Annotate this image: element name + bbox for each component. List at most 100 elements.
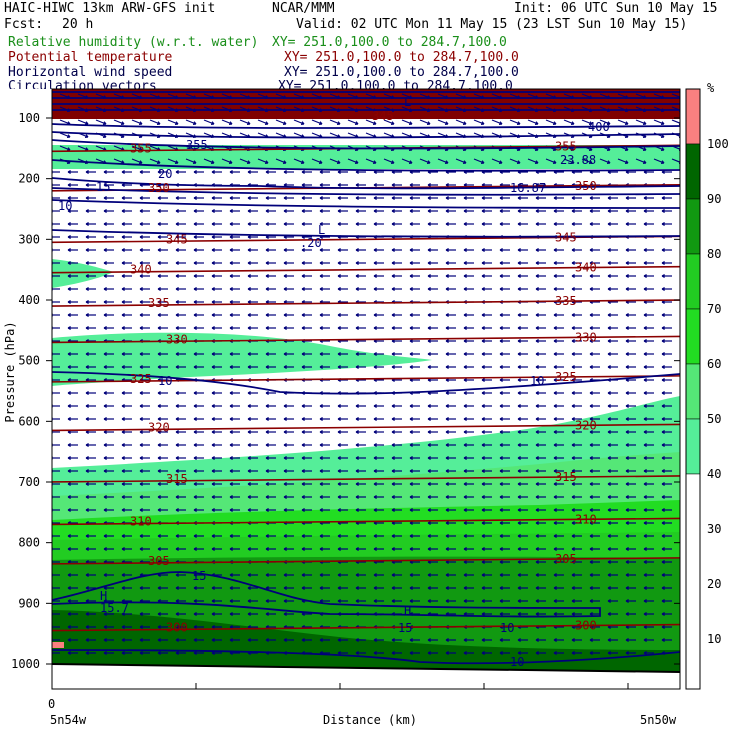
- circulation-vector-head: [570, 160, 575, 164]
- circulation-vector-head: [193, 599, 197, 603]
- circulation-vector-head: [553, 417, 557, 421]
- circulation-vector-head: [265, 547, 269, 551]
- circulation-vector-head: [409, 313, 413, 317]
- circulation-vector-head: [499, 521, 503, 525]
- circulation-vector-head: [139, 326, 143, 330]
- circulation-vector-head: [265, 248, 269, 252]
- circulation-vector-head: [661, 326, 665, 330]
- circulation-vector-head: [625, 521, 629, 525]
- wind-label: 15: [96, 180, 110, 194]
- wind-label: 10: [530, 374, 544, 388]
- circulation-vector-head: [463, 599, 467, 603]
- colorbar-swatch: [685, 143, 701, 200]
- circulation-vector-head: [553, 586, 557, 590]
- circulation-vector: [473, 158, 485, 164]
- circulation-vector: [203, 119, 215, 125]
- circulation-vector-head: [553, 430, 557, 434]
- circulation-vector-head: [427, 417, 431, 421]
- theta-label-right-325: 325: [555, 370, 577, 384]
- circulation-vector-head: [175, 365, 179, 369]
- circulation-vector-head: [355, 404, 359, 408]
- circulation-vector-head: [85, 209, 89, 213]
- circulation-vector-head: [589, 430, 593, 434]
- circulation-vector-head: [481, 326, 485, 330]
- colorbar-swatch: [685, 88, 701, 145]
- circulation-vector-head: [265, 287, 269, 291]
- circulation-vector-head: [175, 443, 179, 447]
- circulation-vector-head: [517, 612, 521, 616]
- wind-contour: [52, 177, 680, 190]
- circulation-vector-head: [588, 121, 593, 125]
- axes: 100 200 300 400 500 600 700 800 900 1000 0 5n54w 5n5…: [3, 111, 680, 727]
- circulation-vector-head: [103, 196, 107, 200]
- circulation-vector-head: [607, 313, 611, 317]
- circulation-vector-head: [193, 300, 197, 304]
- circulation-vector-head: [175, 352, 179, 356]
- circulation-vector-head: [229, 612, 233, 616]
- theta-label-345: 345: [166, 232, 188, 246]
- circulation-vector-head: [247, 469, 251, 473]
- circulation-vector-head: [571, 339, 575, 343]
- circulation-vector-head: [85, 287, 89, 291]
- circulation-vector-head: [517, 508, 521, 512]
- circulation-vector-head: [373, 599, 377, 603]
- circulation-vector-head: [481, 404, 485, 408]
- circulation-vector: [131, 119, 143, 125]
- circulation-vector-head: [391, 248, 395, 252]
- circulation-vector-head: [535, 586, 539, 590]
- circulation-vector-head: [499, 508, 503, 512]
- circulation-vector-head: [535, 417, 539, 421]
- circulation-vector-head: [175, 625, 179, 629]
- circulation-vector-head: [103, 651, 107, 655]
- circulation-vector-head: [67, 573, 71, 577]
- circulation-vector-head: [427, 352, 431, 356]
- header-fcst-label: Fcst:: [4, 17, 44, 32]
- circulation-vector-head: [391, 469, 395, 473]
- circulation-vector-head: [625, 313, 629, 317]
- circulation-vector-head: [571, 378, 575, 382]
- circulation-vector-head: [355, 365, 359, 369]
- circulation-vector-head: [175, 196, 179, 200]
- circulation-vector-head: [535, 274, 539, 278]
- circulation-vector-head: [67, 222, 71, 226]
- circulation-vector-head: [589, 365, 593, 369]
- circulation-vector-head: [517, 547, 521, 551]
- circulation-vector-head: [481, 196, 485, 200]
- circulation-vector-head: [390, 160, 395, 164]
- theta-label-right-350: 350: [575, 179, 597, 193]
- circulation-vector-head: [535, 378, 539, 382]
- circulation-vector-head: [85, 313, 89, 317]
- circulation-vector: [635, 158, 647, 164]
- circulation-vector-head: [391, 183, 395, 187]
- circulation-vector-head: [643, 612, 647, 616]
- circulation-vector-head: [481, 508, 485, 512]
- circulation-vector-head: [121, 352, 125, 356]
- circulation-vector-head: [103, 469, 107, 473]
- circulation-vector-head: [157, 456, 161, 460]
- circulation-vector-head: [283, 430, 287, 434]
- circulation-vector-head: [211, 599, 215, 603]
- circulation-vector-head: [265, 352, 269, 356]
- circulation-vector-head: [211, 352, 215, 356]
- circulation-vector-head: [247, 196, 251, 200]
- circulation-vector-head: [67, 209, 71, 213]
- wind-label: 10: [158, 374, 172, 388]
- circulation-vector-head: [157, 274, 161, 278]
- circulation-vector-head: [517, 495, 521, 499]
- field-theta-xy: XY= 251.0,100.0 to 284.7,100.0: [284, 50, 519, 65]
- circulation-vector-head: [85, 170, 89, 174]
- colorbar-label-80: 80: [707, 247, 721, 261]
- circulation-vector-head: [499, 612, 503, 616]
- circulation-vector-head: [409, 196, 413, 200]
- circulation-vector-head: [175, 287, 179, 291]
- circulation-vector-head: [337, 573, 341, 577]
- circulation-vector: [599, 119, 611, 125]
- circulation-vector-head: [535, 482, 539, 486]
- circulation-vector-head: [193, 482, 197, 486]
- circulation-vector-head: [643, 391, 647, 395]
- circulation-vector-head: [463, 573, 467, 577]
- circulation-vector-head: [607, 599, 611, 603]
- circulation-vector-head: [499, 495, 503, 499]
- circulation-vector-head: [337, 443, 341, 447]
- circulation-vector: [347, 158, 359, 164]
